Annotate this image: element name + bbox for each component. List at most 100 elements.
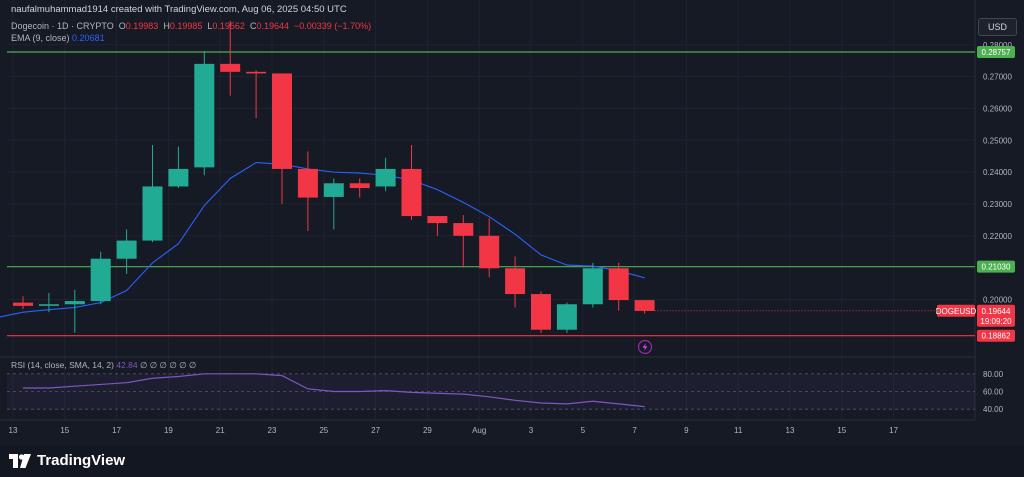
symbol-name[interactable]: Dogecoin · 1D · CRYPTO <box>11 21 114 31</box>
price-tick-label: 0.26000 <box>983 104 1012 113</box>
time-tick-label: 15 <box>60 426 69 435</box>
footer-bar: TradingView <box>0 445 1024 477</box>
candle <box>453 215 474 268</box>
time-tick-label: 7 <box>632 426 637 435</box>
rsi-legend[interactable]: RSI (14, close, SMA, 14, 2) 42.84 ∅ ∅ ∅ … <box>11 360 196 371</box>
candle-body <box>556 304 577 330</box>
candle <box>401 145 422 220</box>
time-tick-label: 13 <box>9 426 18 435</box>
candle <box>297 151 318 232</box>
badge-lower-line-bg <box>977 329 1015 342</box>
time-tick-label: 29 <box>423 426 432 435</box>
close-value: 0.19644 <box>256 21 289 31</box>
candle <box>349 178 370 198</box>
ema-label: EMA (9, close) <box>11 33 70 43</box>
candle <box>323 178 344 230</box>
ema-value: 0.20681 <box>72 33 105 43</box>
candle <box>531 291 551 333</box>
candle-body <box>142 186 163 241</box>
candle <box>634 300 655 314</box>
candle-body <box>323 183 344 197</box>
candle-body <box>116 240 137 259</box>
candle-body <box>90 258 111 302</box>
candle-body <box>297 168 318 198</box>
badge-mid-line-bg <box>977 260 1015 273</box>
high-label: H <box>163 21 170 31</box>
candle-body <box>505 268 526 295</box>
candle <box>116 229 137 274</box>
candle <box>38 293 59 313</box>
candle-body <box>479 235 500 269</box>
candle-body <box>608 268 629 301</box>
price-tick-label: 0.28000 <box>983 41 1012 50</box>
candle-body <box>531 294 551 330</box>
price-tick-label: 0.24000 <box>983 168 1012 177</box>
price-tick-label: 0.20000 <box>983 295 1012 304</box>
time-tick-label: 27 <box>371 426 380 435</box>
price-tick-label: 0.22000 <box>983 232 1012 241</box>
candle <box>556 302 577 333</box>
candle <box>246 70 267 118</box>
time-tick-label: 21 <box>216 426 225 435</box>
candle-body <box>38 304 59 306</box>
candle-body <box>634 300 655 311</box>
rsi-tick-label: 80.00 <box>983 370 1004 379</box>
ema-legend[interactable]: EMA (9, close) 0.20681 <box>11 33 105 43</box>
time-tick-label: 17 <box>112 426 121 435</box>
time-tick-label: 11 <box>734 426 743 435</box>
countdown-text: 19:09:20 <box>980 317 1012 326</box>
currency-button[interactable]: USD <box>978 18 1017 36</box>
candle-body <box>453 223 474 236</box>
candle <box>272 73 292 204</box>
candle <box>582 262 603 308</box>
candle-body <box>401 168 422 217</box>
candle <box>479 218 500 278</box>
candle-body <box>194 63 215 168</box>
rsi-line <box>23 373 645 408</box>
price-chart[interactable]: 0.28000 0.27000 0.26000 0.25000 0.24000 0.230… <box>0 0 1024 445</box>
badge-mid-line: 0.21030 <box>977 260 1015 273</box>
high-value: 0.19985 <box>169 21 203 31</box>
price-tick-label: 0.23000 <box>983 200 1012 209</box>
tradingview-logo-icon <box>9 453 31 468</box>
tradingview-logo[interactable]: TradingView <box>9 452 125 469</box>
candle-body <box>272 73 292 169</box>
candle <box>13 296 33 310</box>
time-tick-label: 25 <box>319 426 328 435</box>
symbol-tag-text: DOGEUSD <box>936 307 977 316</box>
candle <box>220 20 241 96</box>
candle <box>194 51 215 176</box>
time-tick-label: 5 <box>581 426 586 435</box>
open-value: 0.19983 <box>125 21 159 31</box>
time-tick-label: 17 <box>889 426 898 435</box>
candle-body <box>13 302 33 306</box>
candle-body <box>375 168 396 187</box>
candle <box>608 262 629 311</box>
badge-lower-line-text: 0.18862 <box>982 332 1011 341</box>
author-line: naufalmuhammad1914 created with TradingV… <box>11 4 347 15</box>
candle <box>168 146 189 189</box>
symbol-tag: DOGEUSD <box>936 304 977 317</box>
last-price-bg <box>977 304 1015 327</box>
rsi-extra-values: ∅ ∅ ∅ ∅ ∅ ∅ <box>140 360 197 370</box>
time-tick-label: Aug <box>472 426 486 435</box>
rsi-tick-label: 40.00 <box>983 405 1004 414</box>
badge-lower-line: 0.18862 <box>977 329 1015 342</box>
candle-body <box>246 71 267 74</box>
candle <box>427 216 448 236</box>
low-value: 0.19562 <box>212 21 245 31</box>
candle <box>505 256 526 308</box>
tradingview-wordmark: TradingView <box>37 452 126 469</box>
candle-body <box>349 183 370 189</box>
close-label: C <box>249 21 257 31</box>
time-tick-label: 3 <box>529 426 534 435</box>
candle <box>90 251 111 305</box>
candle-body <box>582 268 603 305</box>
lightning-icon[interactable] <box>637 339 653 355</box>
candle-body <box>220 63 241 72</box>
candle <box>375 157 396 192</box>
last-price-text: 0.19644 <box>982 307 1011 316</box>
rsi-value: 42.84 <box>116 360 138 370</box>
open-label: O <box>118 21 126 31</box>
